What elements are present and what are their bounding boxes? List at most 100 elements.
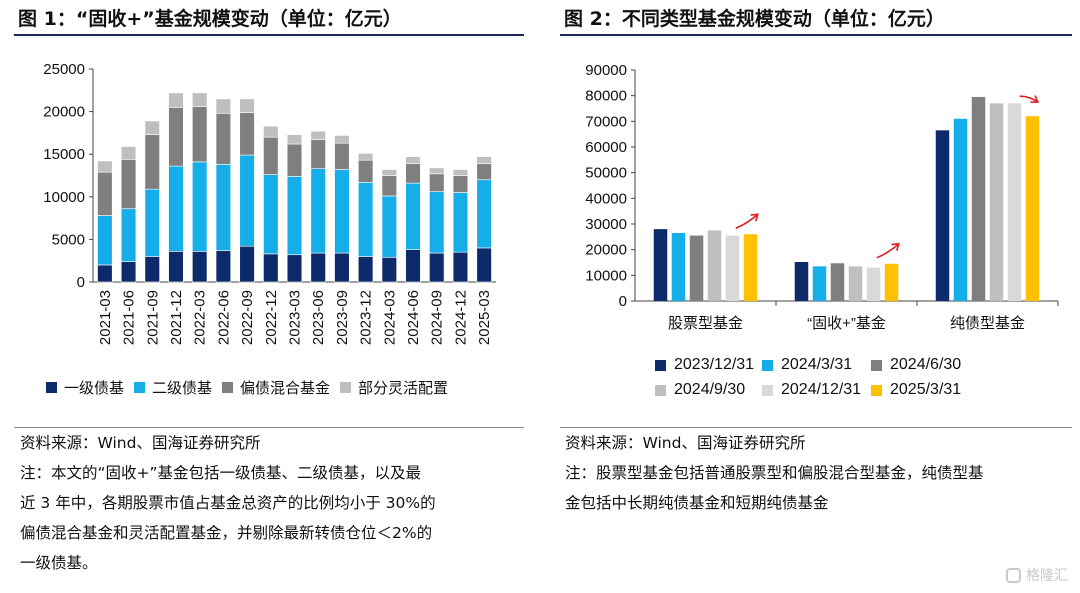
bar-segment-3	[310, 130, 326, 141]
bar-1	[671, 232, 686, 301]
trend-arrow-head	[891, 242, 900, 251]
bar-segment-3	[168, 92, 184, 108]
bar-4	[725, 235, 740, 301]
legend-label: 偏债混合基金	[240, 379, 331, 397]
y-tick-label: 40000	[585, 190, 627, 207]
trend-arrow-head	[750, 213, 759, 222]
y-tick-label: 30000	[585, 216, 627, 233]
bar-segment-3	[215, 98, 232, 114]
figure2-source: 资料来源：Wind、国海证券研究所	[565, 434, 806, 452]
figure1-notes: 资料来源：Wind、国海证券研究所 注：本文的“固收+”基金包括一级债基、二级债…	[20, 428, 436, 578]
bar-0	[935, 130, 950, 301]
bar-segment-3	[144, 120, 160, 135]
legend-swatch	[762, 384, 773, 396]
legend-label: 一级债基	[64, 379, 125, 397]
legend-label: 部分灵活配置	[358, 379, 449, 397]
legend-item: 2024/12/31	[762, 381, 861, 399]
x-tick-label: 2023-12	[358, 290, 375, 345]
y-tick-label: 0	[619, 293, 627, 310]
x-category-label: “固收+”基金	[807, 315, 886, 332]
legend-label: 2023/12/31	[674, 356, 755, 373]
bar-2	[971, 96, 986, 301]
legend-item: 偏债混合基金	[222, 377, 330, 398]
figure1-title-rule	[14, 34, 524, 36]
x-tick-label: 2023-09	[334, 290, 351, 345]
bar-segment-3	[452, 169, 469, 176]
bar-segment-3	[239, 98, 255, 113]
figure1-title: 图 1：“固收+”基金规模变动（单位：亿元）	[18, 8, 402, 30]
figure1-source: 资料来源：Wind、国海证券研究所	[20, 434, 261, 452]
legend-label: 2024/9/30	[674, 381, 746, 398]
figure2-title-rule	[560, 34, 1072, 36]
figure1-note-line: 近 3 年中，各期股票市值占基金总资产的比例均小于 30%的	[20, 494, 436, 512]
bar-segment-3	[405, 156, 421, 164]
legend-label: 2025/3/31	[890, 381, 962, 398]
x-category-label: 股票型基金	[668, 315, 743, 332]
bar-5	[1025, 116, 1040, 301]
x-tick-label: 2024-06	[405, 290, 422, 345]
legend-label: 2024/6/30	[890, 356, 962, 373]
y-tick-label: 10000	[585, 267, 627, 284]
x-category-label: 纯债型基金	[950, 315, 1025, 332]
figure1-legend: 一级债基 二级债基 偏债混合基金 部分灵活配置	[46, 377, 458, 398]
legend-swatch	[871, 384, 882, 396]
y-tick-label: 10000	[43, 189, 85, 206]
legend-swatch	[222, 382, 234, 393]
legend-swatch	[655, 359, 666, 371]
bar-segment-3	[97, 160, 113, 173]
y-tick-label: 20000	[585, 242, 627, 259]
legend-item: 2023/12/31	[655, 356, 754, 374]
legend-label: 二级债基	[152, 379, 213, 397]
legend-item: 一级债基	[46, 377, 124, 398]
legend-item: 部分灵活配置	[340, 377, 448, 398]
trend-arrow-shaft	[1019, 95, 1039, 103]
bar-3	[848, 266, 863, 301]
legend-swatch	[340, 382, 352, 393]
bar-4	[1007, 103, 1022, 301]
x-tick-label: 2023-06	[310, 290, 327, 345]
bar-2	[689, 235, 704, 301]
figure2-source-rule	[560, 427, 1072, 428]
figure1-source-rule	[14, 427, 524, 428]
legend-label: 2024/3/31	[781, 356, 853, 373]
bar-0	[653, 229, 668, 301]
legend-item: 2024/9/30	[655, 381, 745, 399]
legend-item: 2025/3/31	[871, 381, 961, 399]
x-tick-label: 2021-12	[168, 290, 185, 345]
figure2-note-line: 注：股票型基金包括普通股票型和偏股混合型基金，纯债型基	[565, 464, 984, 482]
figure2-note-line: 金包括中长期纯债基金和短期纯债基金	[565, 494, 829, 512]
x-tick-label: 2022-06	[215, 290, 232, 345]
y-tick-label: 90000	[585, 62, 627, 79]
x-tick-label: 2021-06	[121, 290, 138, 345]
legend-swatch	[871, 359, 882, 371]
legend-label: 2024/12/31	[781, 381, 862, 398]
figure2-notes: 资料来源：Wind、国海证券研究所 注：股票型基金包括普通股票型和偏股混合型基金…	[565, 428, 984, 518]
legend-swatch	[134, 382, 146, 393]
trend-arrow-head	[1030, 95, 1039, 104]
x-tick-label: 2022-03	[192, 290, 209, 345]
trend-arrow-shaft	[735, 213, 759, 230]
bar-5	[743, 234, 758, 301]
y-tick-label: 25000	[43, 61, 85, 78]
y-tick-label: 70000	[585, 113, 627, 130]
bar-0	[794, 261, 809, 301]
x-tick-label: 2024-03	[381, 290, 398, 345]
watermark-logo-icon	[1006, 567, 1021, 583]
bar-segment-3	[263, 125, 279, 138]
watermark-text: 格隆汇	[1026, 568, 1068, 584]
bar-1	[953, 118, 968, 302]
bar-segment-3	[120, 146, 137, 160]
bar-4	[866, 267, 881, 301]
figure1-note-line: 偏债混合基金和灵活配置基金，并剔除最新转债仓位＜2%的	[20, 524, 433, 542]
legend-swatch	[762, 359, 773, 371]
legend-swatch	[46, 382, 57, 393]
legend-item: 二级债基	[134, 377, 212, 398]
y-tick-label: 5000	[52, 231, 85, 248]
watermark: 格隆汇	[1006, 565, 1068, 585]
x-tick-label: 2022-12	[263, 290, 280, 345]
trend-arrow-shaft	[876, 243, 900, 259]
legend-item: 2024/3/31	[762, 356, 852, 374]
x-tick-label: 2022-09	[239, 290, 256, 345]
bar-2	[830, 263, 845, 301]
